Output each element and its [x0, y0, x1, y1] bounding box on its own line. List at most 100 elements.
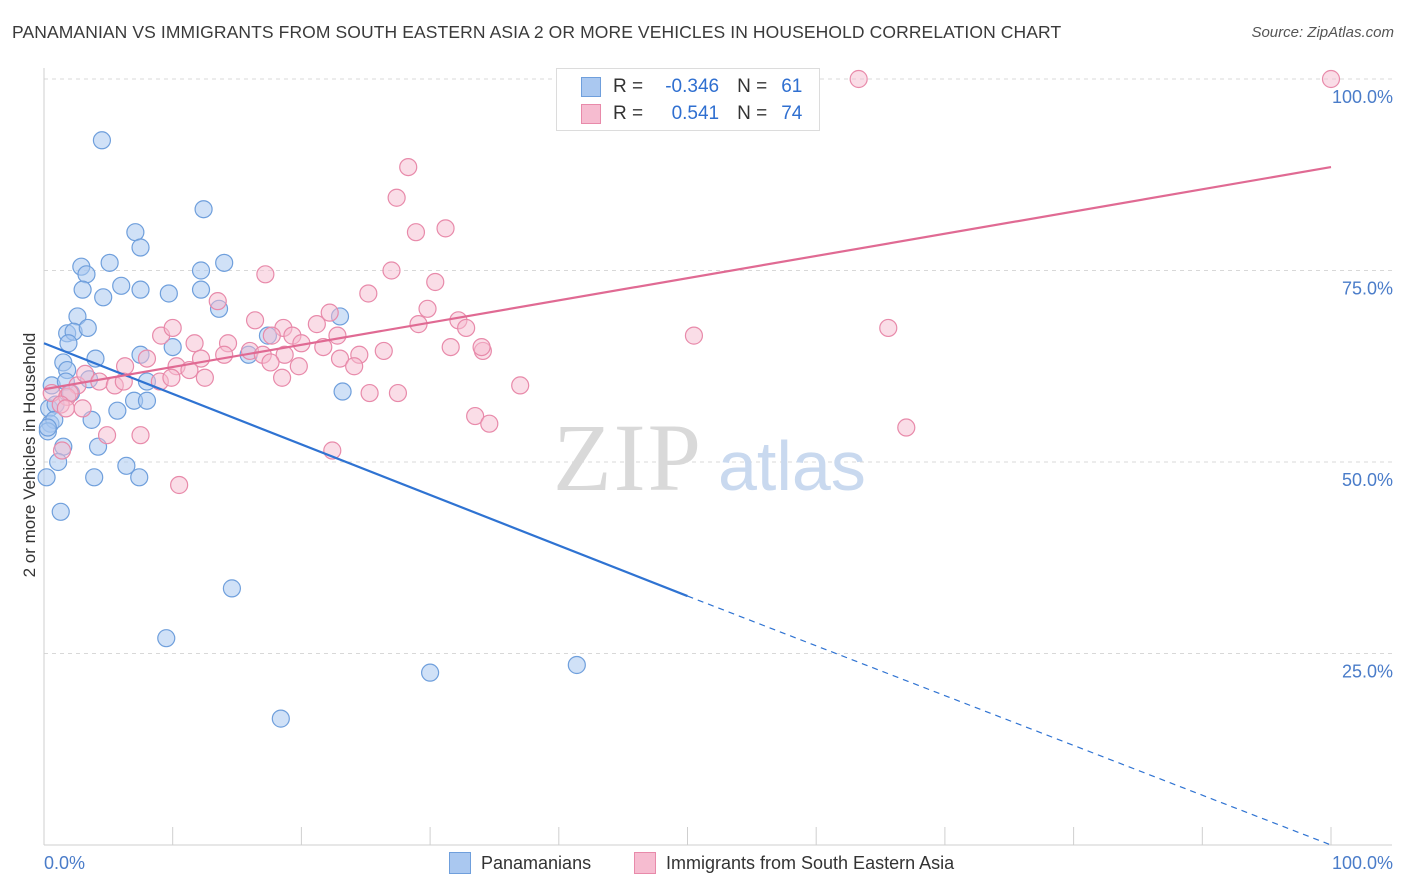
point-immigrant — [436, 219, 455, 238]
legend-item-panamanians[interactable]: Panamanians — [449, 852, 591, 874]
point-panamanian — [159, 284, 178, 303]
point-immigrant — [97, 426, 117, 445]
series-immigrants-se-asia — [42, 69, 1341, 495]
point-panamanian — [94, 288, 113, 307]
legend-n-label: N = — [737, 76, 768, 97]
point-immigrant — [195, 368, 214, 387]
point-panamanian — [78, 318, 97, 338]
point-immigrant — [1321, 69, 1341, 89]
point-immigrant — [56, 399, 75, 418]
point-panamanian — [108, 401, 127, 420]
point-immigrant — [170, 475, 189, 495]
y-tick-label: 75.0% — [1342, 279, 1393, 299]
point-panamanian — [421, 663, 440, 682]
point-immigrant — [387, 188, 406, 207]
point-immigrant — [137, 349, 157, 368]
trend-line-panamanians — [43, 342, 688, 598]
point-immigrant — [272, 368, 292, 387]
source-label: Source: ZipAtlas.com — [1251, 24, 1394, 41]
point-panamanian — [191, 280, 211, 299]
point-immigrant — [457, 318, 476, 338]
point-immigrant — [256, 265, 275, 284]
point-immigrant — [359, 284, 378, 303]
point-immigrant — [162, 368, 181, 387]
point-immigrant — [185, 334, 204, 353]
point-immigrant — [345, 357, 364, 376]
point-immigrant — [511, 376, 530, 395]
point-immigrant — [245, 311, 265, 330]
legend-swatch-blue — [581, 77, 601, 97]
point-immigrant — [374, 341, 393, 361]
point-panamanian — [163, 338, 182, 357]
point-immigrant — [426, 272, 445, 292]
point-immigrant — [52, 441, 72, 460]
point-immigrant — [360, 383, 379, 403]
point-panamanian — [100, 253, 119, 272]
correlation-legend: R = -0.346 N = 61 R = 0.541 N = 74 — [556, 68, 820, 131]
point-immigrant — [289, 357, 308, 376]
trend-lines — [43, 166, 1332, 846]
series-legend: Panamanians Immigrants from South Easter… — [0, 852, 1406, 878]
legend-r-value: -0.346 — [665, 76, 720, 97]
point-panamanian — [131, 238, 150, 257]
point-panamanian — [77, 265, 96, 284]
chart-title: PANAMANIAN VS IMMIGRANTS FROM SOUTH EAST… — [12, 22, 1062, 42]
legend-r-label: R = — [613, 103, 644, 124]
point-panamanian — [85, 468, 104, 487]
point-panamanian — [222, 579, 242, 598]
grid-lines — [44, 78, 1392, 654]
point-panamanian — [157, 629, 176, 648]
point-panamanian — [271, 709, 290, 728]
point-immigrant — [261, 353, 280, 372]
point-panamanian — [112, 276, 131, 295]
legend-r-label: R = — [613, 76, 644, 97]
point-immigrant — [879, 318, 898, 338]
point-immigrant — [330, 349, 350, 368]
watermark: ZIP atlas — [553, 404, 866, 511]
x-tick-label: 100.0% — [1332, 853, 1393, 873]
watermark-zip: ZIP — [553, 404, 703, 511]
point-panamanian — [567, 655, 586, 675]
point-immigrant — [328, 326, 347, 345]
point-immigrant — [73, 399, 92, 418]
tick-labels: 25.0% 50.0% 75.0% 100.0% 0.0% 100.0% — [44, 87, 1393, 873]
point-immigrant — [262, 326, 281, 345]
legend-swatch-pink — [634, 852, 656, 874]
legend-item-immigrants[interactable]: Immigrants from South Eastern Asia — [634, 852, 954, 874]
y-tick-label: 25.0% — [1342, 662, 1393, 682]
point-panamanian — [333, 382, 352, 401]
point-panamanian — [191, 261, 211, 280]
point-immigrant — [208, 292, 227, 311]
watermark-atlas: atlas — [718, 427, 866, 505]
x-tick-label: 0.0% — [44, 853, 85, 873]
point-immigrant — [466, 406, 485, 426]
point-immigrant — [472, 338, 491, 357]
point-immigrant — [163, 318, 182, 338]
point-panamanian — [130, 468, 149, 487]
legend-row-immigrants: R = 0.541 N = 74 — [581, 101, 802, 127]
point-immigrant — [684, 326, 704, 345]
point-immigrant — [215, 345, 234, 364]
legend-n-value: 61 — [781, 76, 803, 97]
legend-label-immigrants: Immigrants from South Eastern Asia — [666, 852, 955, 873]
legend-row-panamanians: R = -0.346 N = 61 — [581, 74, 802, 100]
point-immigrant — [849, 69, 868, 89]
point-panamanian — [51, 502, 70, 521]
point-immigrant — [388, 383, 408, 403]
point-immigrant — [307, 315, 326, 334]
point-immigrant — [399, 157, 418, 177]
legend-swatch-blue — [449, 852, 471, 874]
legend-swatch-pink — [581, 104, 601, 124]
point-panamanian — [126, 223, 145, 242]
legend-n-value: 74 — [781, 103, 803, 124]
point-panamanian — [38, 418, 57, 437]
point-immigrant — [275, 345, 294, 364]
trend-line-immigrants — [43, 166, 1332, 391]
point-panamanian — [117, 456, 136, 475]
trend-line-panamanians-extension — [687, 595, 1332, 846]
point-immigrant — [441, 338, 460, 357]
point-immigrant — [320, 303, 339, 322]
y-tick-label: 100.0% — [1332, 87, 1393, 107]
point-panamanian — [37, 468, 56, 487]
